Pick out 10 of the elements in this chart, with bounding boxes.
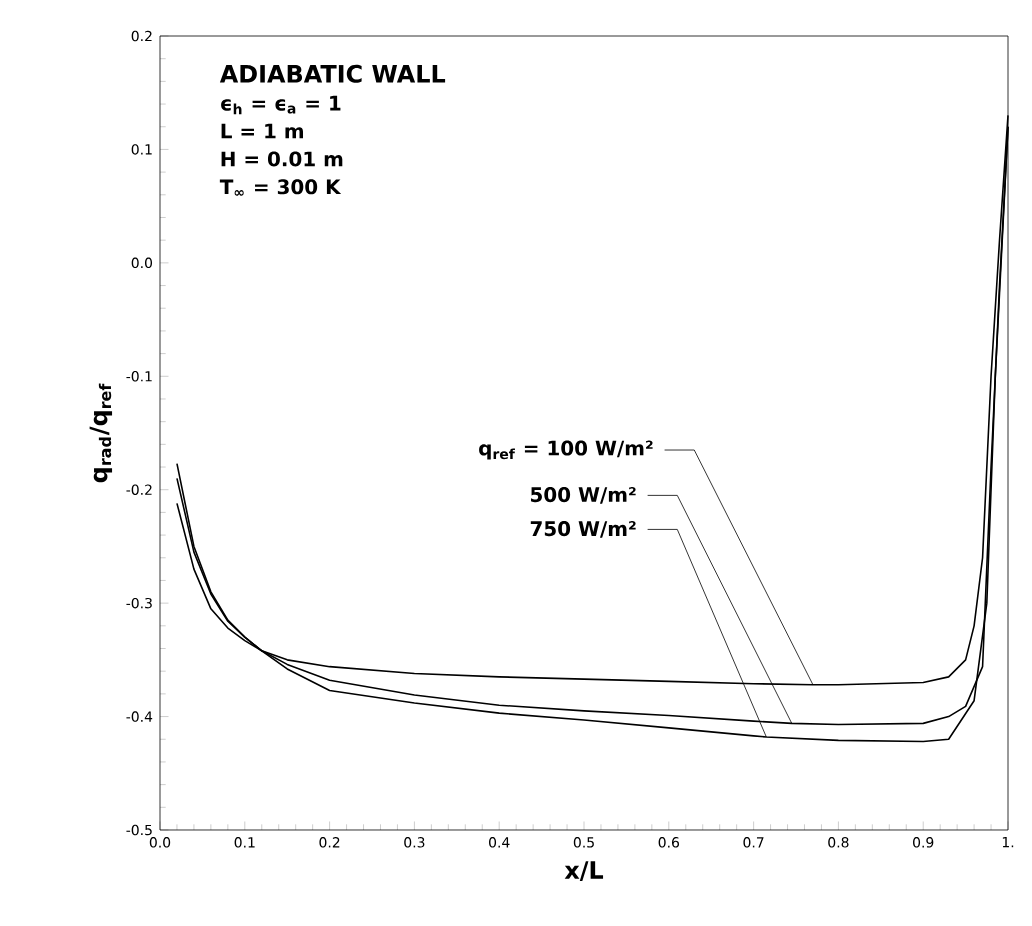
annotation: 750 W/m² [530,521,636,538]
x-axis-title: x/L [564,861,604,881]
annotation: L = 1 m [221,123,304,139]
annotation: ϵ$_{h}$ = ϵ$_{a}$ = 1 [221,95,341,115]
annotation: 500 W/m² [530,487,636,504]
annotation: q$_{ref}$ = 100 W/m² [479,440,653,460]
annotation: T$_{∞}$ = 300 K [219,179,342,196]
annotation: H = 0.01 m [221,151,343,167]
y-axis-title: q$_{rad}$/q$_{ref}$ [89,383,113,483]
annotation: ADIABATIC WALL [219,64,446,83]
